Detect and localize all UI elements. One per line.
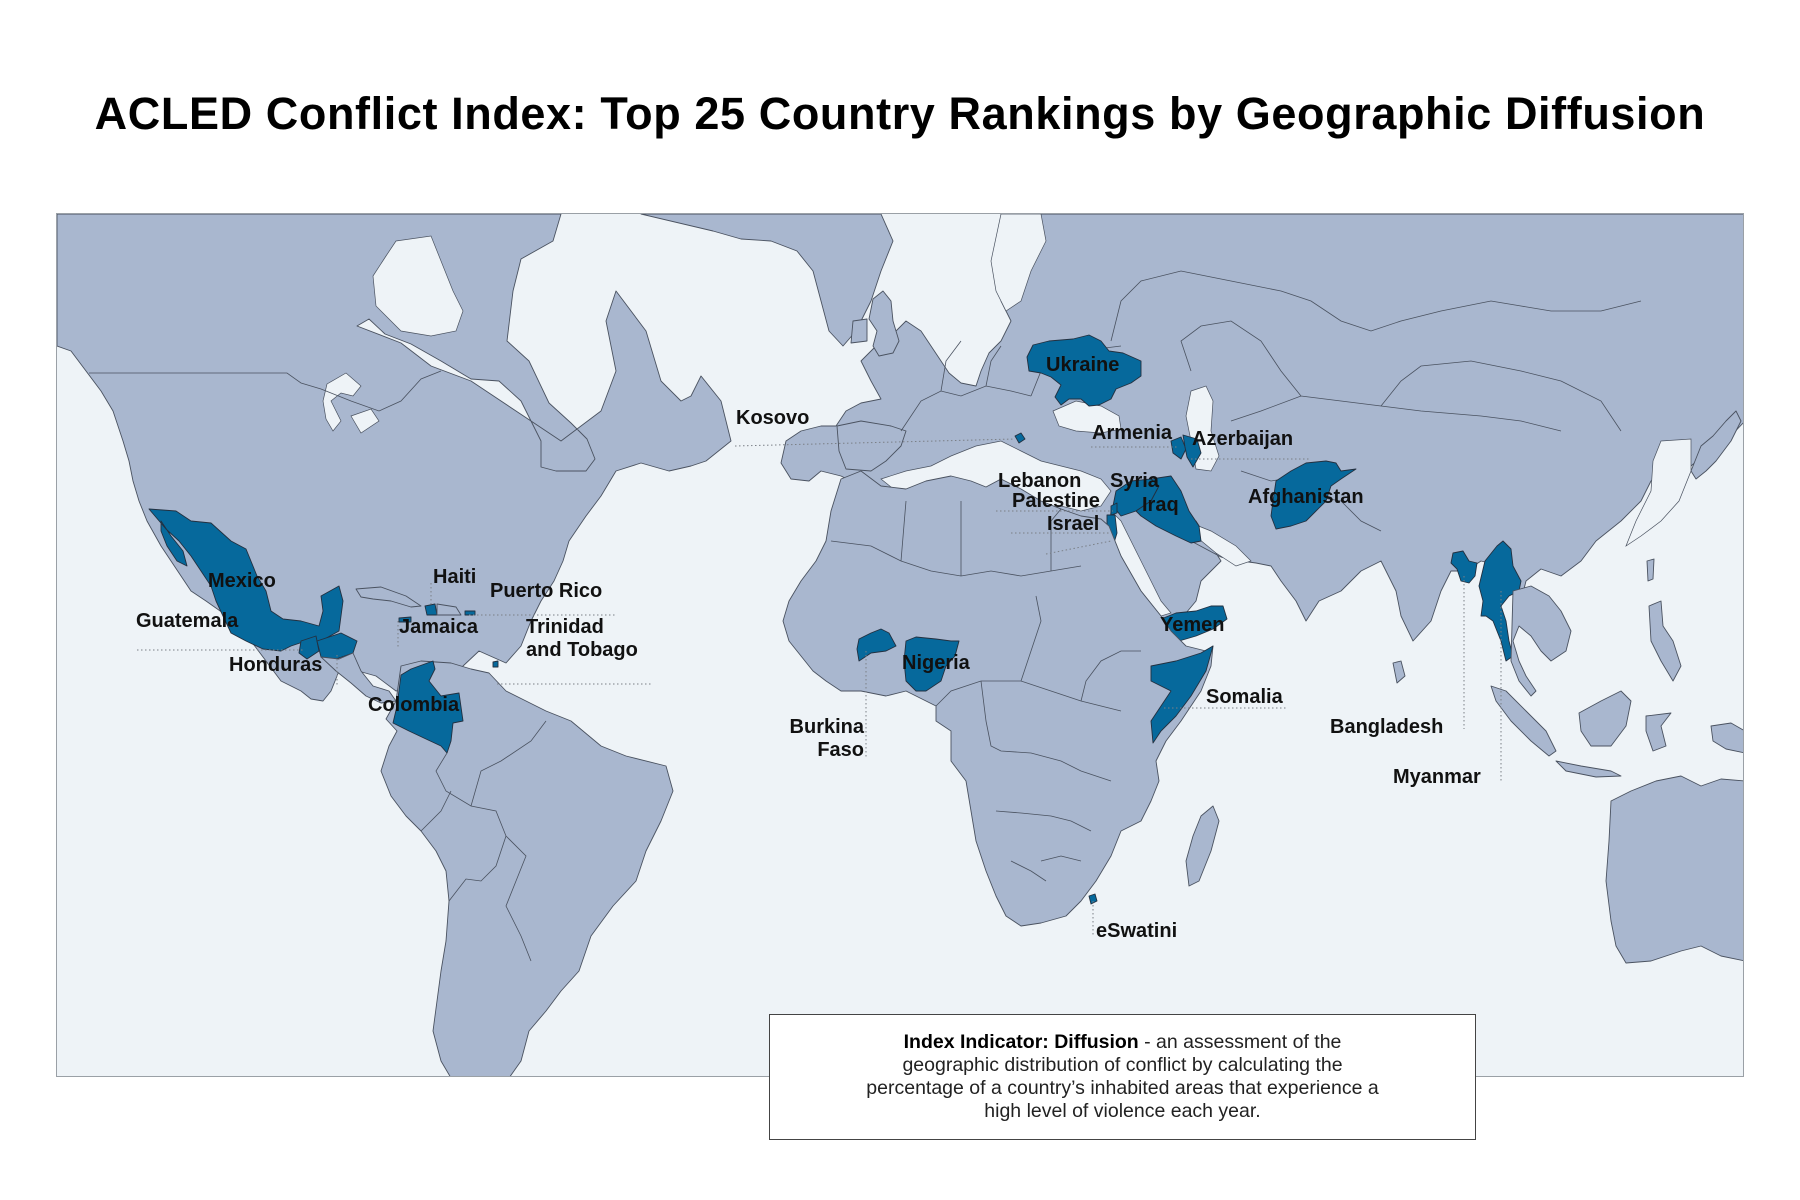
label-nigeria: Nigeria xyxy=(902,652,970,674)
label-trinidad-and-tobago: Trinidad and Tobago xyxy=(526,616,638,662)
label-eswatini: eSwatini xyxy=(1096,920,1178,942)
map-svg xyxy=(57,214,1743,1076)
borneo xyxy=(1578,690,1632,747)
label-guatemala: Guatemala xyxy=(136,610,239,632)
sumatra xyxy=(1490,685,1557,757)
label-haiti: Haiti xyxy=(433,566,477,588)
jamaica-shape xyxy=(398,616,412,623)
chart-title: ACLED Conflict Index: Top 25 Country Ran… xyxy=(94,88,1706,139)
world-map xyxy=(56,213,1744,1077)
label-burkina-faso: Burkina Faso xyxy=(760,716,864,762)
black-sea xyxy=(1052,400,1122,434)
label-burkina-line2: Faso xyxy=(817,739,864,761)
madagascar xyxy=(1185,805,1220,887)
afghanistan-shape xyxy=(1270,460,1357,530)
puerto-rico-shape xyxy=(464,610,476,616)
trinidad-shape xyxy=(492,660,499,668)
cuba xyxy=(355,586,422,608)
new-guinea xyxy=(1710,722,1743,754)
haiti-shape xyxy=(424,603,438,616)
label-myanmar: Myanmar xyxy=(1393,766,1481,788)
label-trinidad-line1: Trinidad xyxy=(526,616,604,638)
burkina-faso-shape xyxy=(856,628,897,662)
label-somalia: Somalia xyxy=(1206,686,1283,708)
us-canada-border xyxy=(89,370,442,412)
label-ukraine: Ukraine xyxy=(1046,354,1120,376)
iberia xyxy=(836,420,907,472)
south-america-landmass xyxy=(380,660,674,1076)
legend-text: Index Indicator: Diffusion - an assessme… xyxy=(863,1031,1383,1123)
central-america xyxy=(320,652,397,704)
label-colombia: Colombia xyxy=(368,694,460,716)
yellow-sea xyxy=(1625,438,1692,547)
myanmar-shape xyxy=(1478,540,1522,662)
label-kosovo: Kosovo xyxy=(736,407,810,429)
mexico-shape xyxy=(148,508,344,652)
bangladesh-shape xyxy=(1450,550,1478,584)
legend-description: - an assessment of the geographic distri… xyxy=(866,1031,1379,1122)
label-bangladesh: Bangladesh xyxy=(1330,716,1444,738)
southeast-asia-peninsula xyxy=(1510,585,1572,697)
africa-borders xyxy=(830,500,1141,882)
japan xyxy=(1690,410,1742,480)
label-israel: Israel xyxy=(1047,513,1100,535)
label-yemen: Yemen xyxy=(1160,614,1225,636)
label-mexico: Mexico xyxy=(208,570,276,592)
label-honduras: Honduras xyxy=(229,654,323,676)
label-syria: Syria xyxy=(1110,470,1159,492)
java xyxy=(1555,760,1622,778)
label-afghanistan: Afghanistan xyxy=(1248,486,1364,508)
great-lakes-east xyxy=(350,408,380,434)
baltic-sea xyxy=(990,214,1047,312)
label-puerto-rico: Puerto Rico xyxy=(490,580,603,602)
persian-gulf xyxy=(1190,522,1252,567)
great-lakes xyxy=(322,372,362,432)
sri-lanka xyxy=(1392,660,1406,684)
colombia-shape xyxy=(392,660,464,754)
legend-box: Index Indicator: Diffusion - an assessme… xyxy=(769,1014,1476,1140)
armenia-shape xyxy=(1170,436,1187,460)
south-america-borders xyxy=(420,720,547,962)
dominican-republic xyxy=(436,603,462,616)
leader-israel xyxy=(1045,540,1112,555)
guatemala-shape xyxy=(298,635,320,660)
label-iraq: Iraq xyxy=(1142,494,1179,516)
great-britain xyxy=(868,290,900,357)
eswatini-shape xyxy=(1088,893,1098,905)
ireland xyxy=(850,318,868,344)
lebanon-shape xyxy=(1110,502,1118,516)
kosovo-shape xyxy=(1014,432,1026,444)
label-jamaica: Jamaica xyxy=(399,616,478,638)
somalia-shape xyxy=(1150,645,1214,744)
iraq-shape xyxy=(1135,475,1202,544)
ukraine-shape xyxy=(1026,334,1142,407)
africa-landmass xyxy=(782,470,1214,927)
label-burkina-line1: Burkina xyxy=(789,716,864,738)
australia xyxy=(1605,775,1743,964)
leader-kosovo xyxy=(734,438,1016,447)
taiwan xyxy=(1646,558,1655,582)
label-azerbaijan: Azerbaijan xyxy=(1192,428,1294,450)
label-trinidad-line2: and Tobago xyxy=(526,639,638,661)
greenland xyxy=(640,214,894,347)
label-palestine: Palestine xyxy=(1012,490,1100,512)
philippines xyxy=(1648,600,1682,682)
label-lebanon: Lebanon xyxy=(998,470,1082,492)
hudson-bay xyxy=(372,235,464,337)
legend-term: Index Indicator: Diffusion xyxy=(903,1031,1139,1053)
label-armenia: Armenia xyxy=(1092,422,1173,444)
nigeria-shape xyxy=(903,636,960,692)
sulawesi xyxy=(1645,712,1672,752)
